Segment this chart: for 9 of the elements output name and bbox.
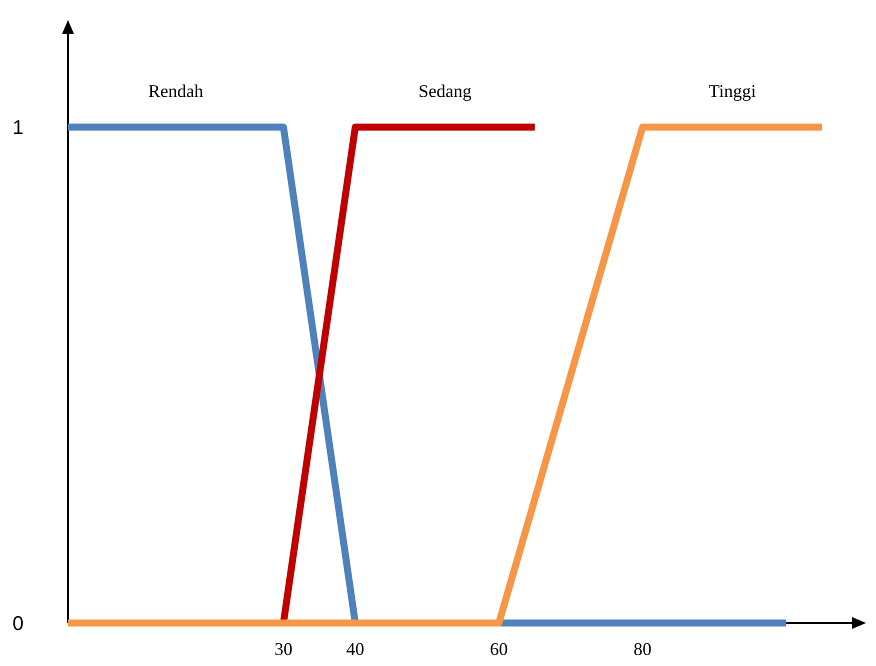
y-tick-label: 0 [12, 613, 24, 635]
x-tick-label: 60 [490, 639, 508, 659]
series-label: Tinggi [708, 81, 756, 102]
x-tick-label: 40 [346, 639, 364, 659]
x-tick-label: 30 [274, 639, 292, 659]
x-tick-label: 80 [634, 639, 652, 659]
series-label: Sedang [418, 81, 472, 102]
series-label: Rendah [148, 81, 204, 102]
y-tick-label: 1 [12, 117, 24, 140]
